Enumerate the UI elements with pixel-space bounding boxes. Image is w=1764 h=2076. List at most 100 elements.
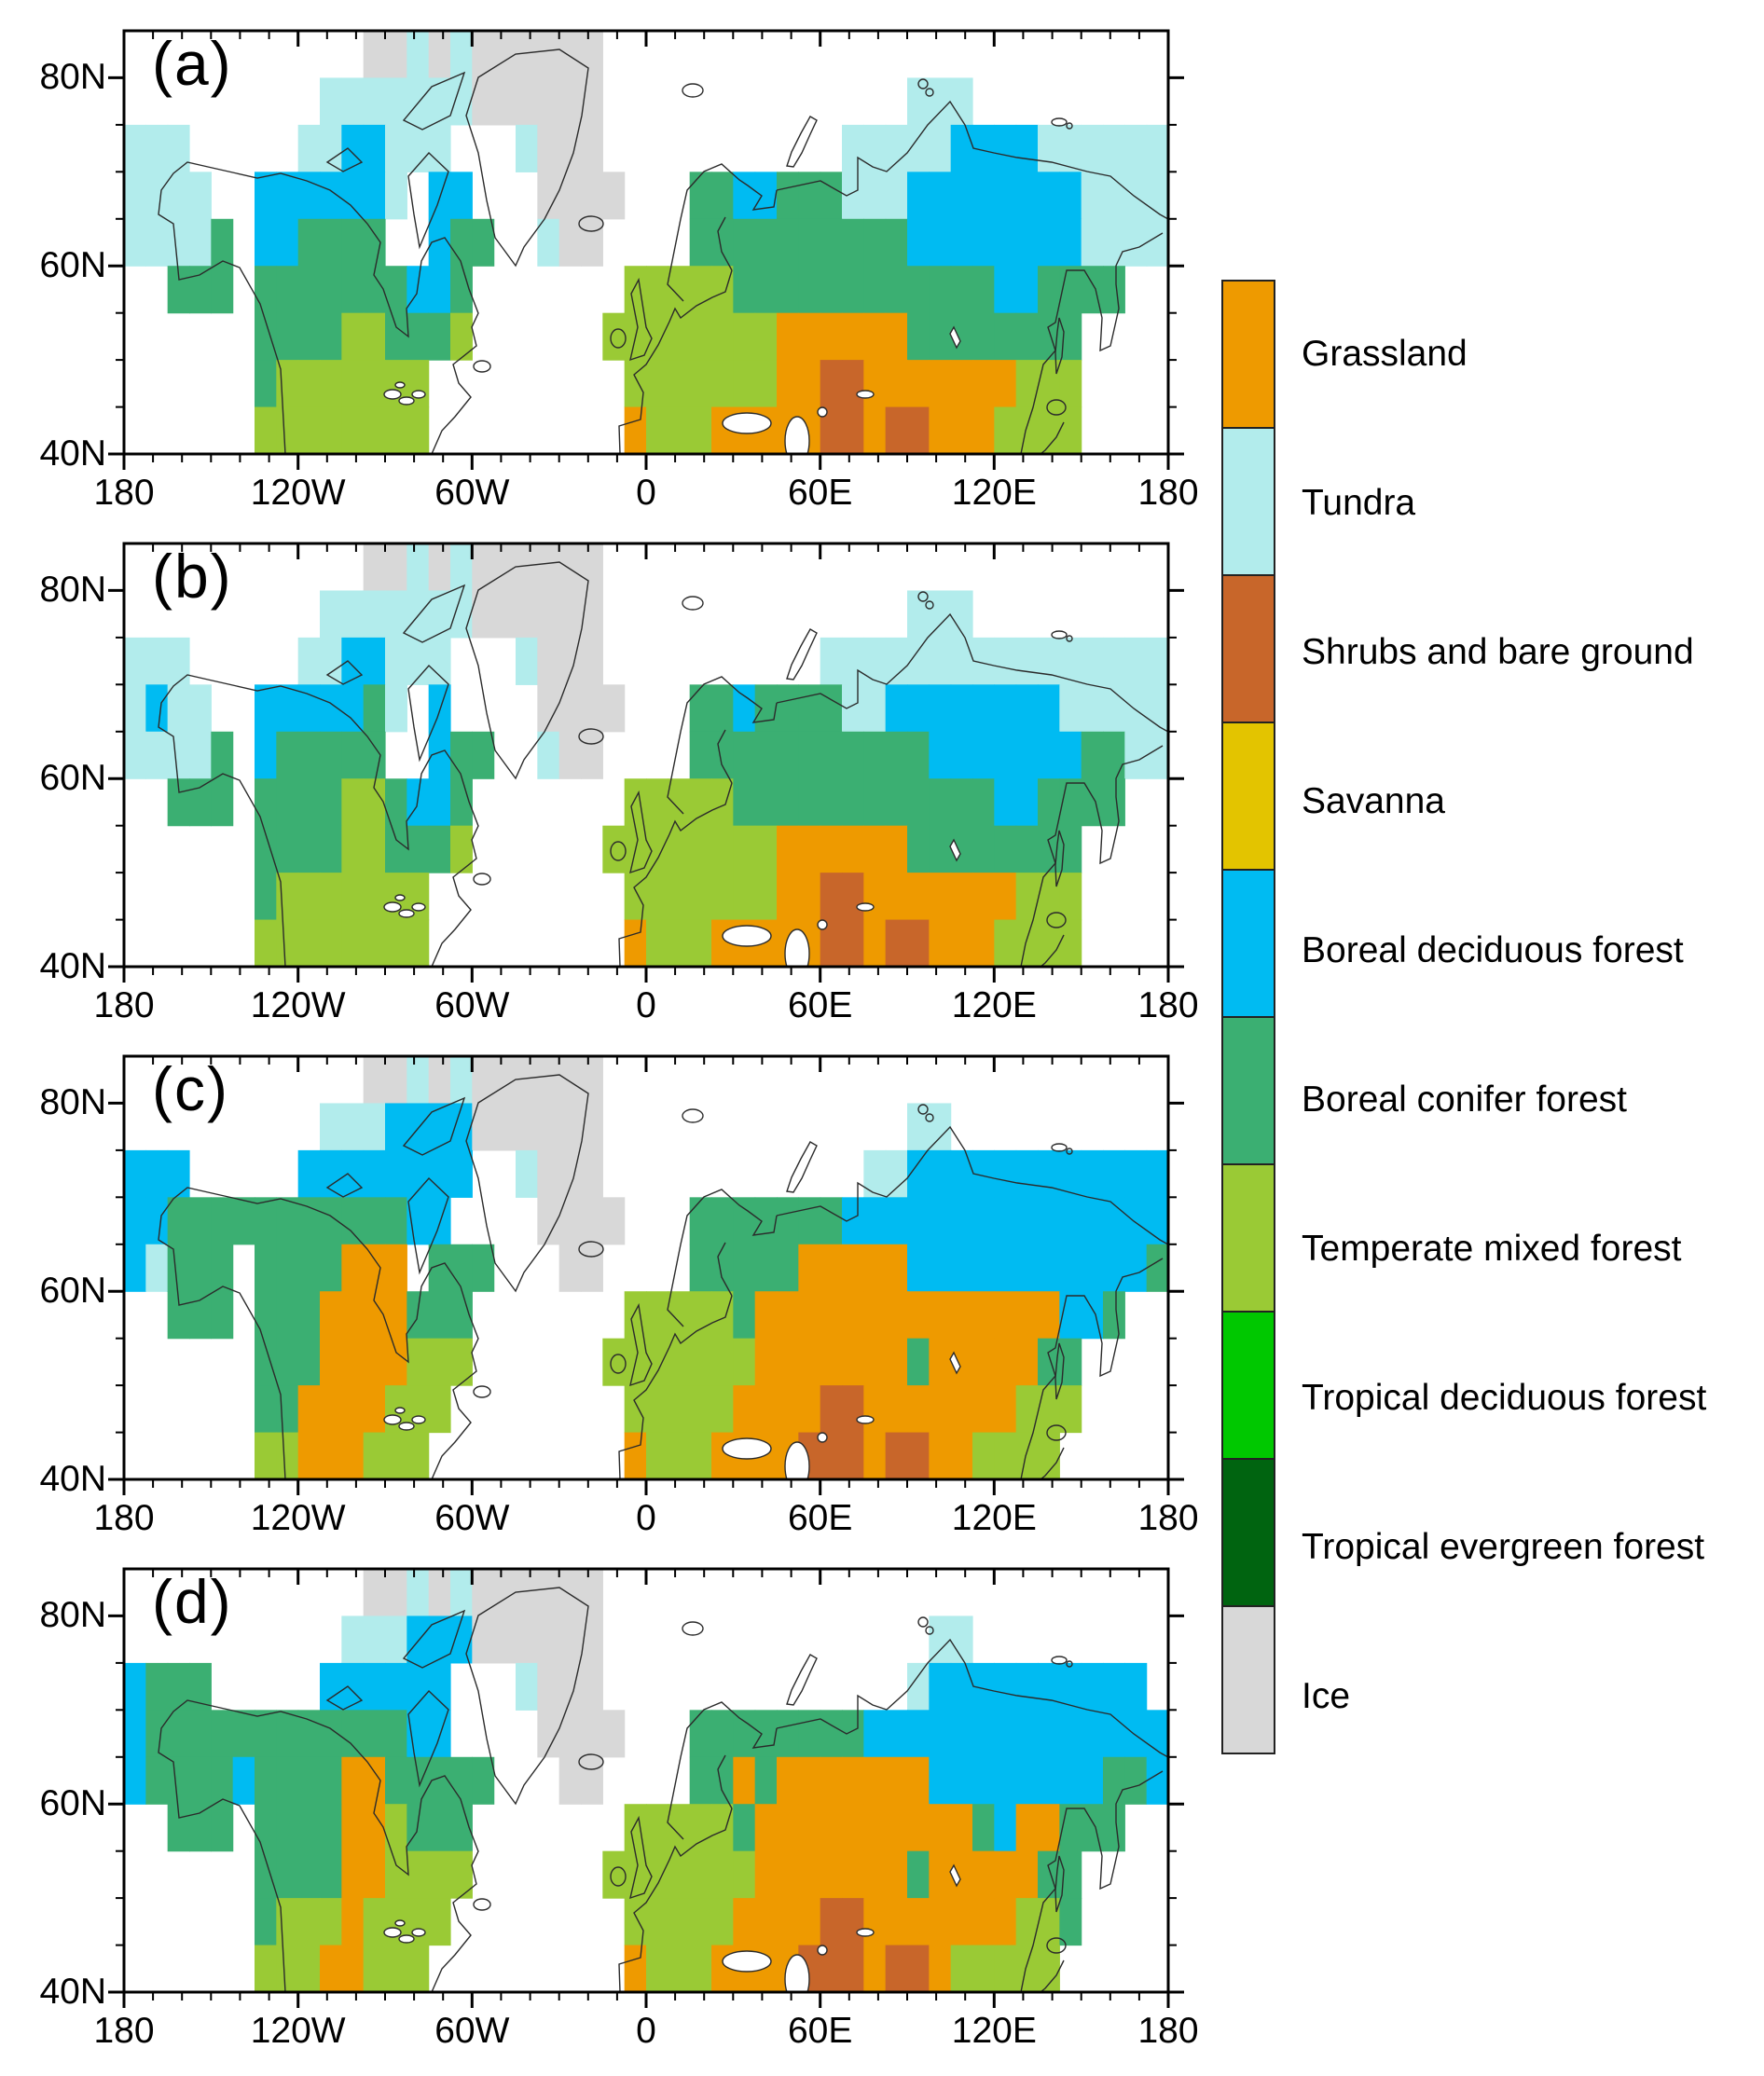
veg-cell [537, 684, 560, 733]
veg-cell [863, 873, 887, 921]
veg-cell [777, 1291, 799, 1340]
veg-cell [885, 731, 908, 779]
veg-cell [929, 312, 952, 361]
lake-outline [949, 1863, 961, 1888]
island-outline [610, 328, 627, 349]
veg-cell [537, 1615, 560, 1664]
veg-cell [341, 637, 365, 685]
veg-cell [255, 1244, 277, 1292]
coastline [1040, 934, 1065, 967]
veg-cell [777, 1756, 799, 1805]
veg-cell [994, 1756, 1017, 1805]
veg-cell [167, 1662, 190, 1711]
veg-cell [842, 1385, 864, 1434]
veg-cell [363, 218, 386, 267]
veg-cell [320, 919, 342, 967]
veg-cell [341, 1615, 365, 1664]
veg-cell [972, 873, 995, 921]
veg-cell [1038, 1898, 1060, 1946]
y-tick-label: 40N [39, 946, 106, 986]
veg-cell [994, 731, 1017, 779]
veg-cell [537, 1197, 560, 1245]
veg-cell [558, 218, 582, 267]
veg-cell [1059, 873, 1082, 921]
veg-cell [428, 77, 451, 126]
map-content [124, 1056, 1168, 1479]
coastline [1054, 1342, 1065, 1400]
veg-cell [972, 1197, 995, 1245]
veg-cell [711, 1850, 734, 1899]
veg-cell [255, 1432, 277, 1479]
veg-cell [1038, 124, 1060, 172]
veg-cell [341, 1291, 365, 1340]
veg-cell [602, 1338, 626, 1386]
veg-cell [276, 406, 299, 454]
veg-cell [1015, 1338, 1039, 1386]
veg-cell [842, 1945, 864, 1992]
veg-cell [428, 312, 451, 361]
veg-cell [558, 731, 582, 779]
veg-cell [297, 1432, 321, 1479]
veg-cell [1059, 1244, 1082, 1292]
veg-cell [777, 218, 799, 267]
veg-cell [754, 1338, 778, 1386]
veg-cell [754, 778, 778, 827]
veg-cell [255, 684, 277, 733]
veg-cell [885, 360, 908, 408]
veg-cell [950, 1756, 973, 1805]
veg-cell [689, 406, 712, 454]
veg-cell [863, 1197, 887, 1245]
veg-cell [798, 1850, 821, 1899]
veg-cell [689, 1945, 712, 1992]
veg-cell [1015, 1244, 1039, 1292]
veg-cell [145, 1149, 169, 1198]
veg-cell [1146, 1244, 1168, 1292]
island-outline [1046, 399, 1067, 416]
veg-cell [1103, 1756, 1125, 1805]
veg-cell [624, 406, 647, 454]
veg-cell [341, 1804, 365, 1852]
legend-swatch-T [1223, 429, 1274, 576]
veg-cell [668, 266, 691, 314]
veg-cell [341, 266, 365, 314]
veg-cell [167, 637, 190, 685]
veg-cell [929, 1197, 952, 1245]
veg-cell [885, 1149, 908, 1198]
x-tick-label: 60W [434, 1498, 510, 1538]
veg-cell [689, 1850, 712, 1899]
veg-cell [972, 731, 995, 779]
coastline [776, 1125, 1168, 1245]
veg-cell [558, 1756, 582, 1805]
veg-cell [733, 684, 756, 733]
x-tick-label: 0 [636, 985, 656, 1025]
veg-cell [297, 1291, 321, 1340]
veg-cell [907, 1898, 930, 1946]
veg-cell [1146, 684, 1168, 733]
veg-cell [428, 172, 451, 220]
veg-cell [363, 312, 386, 361]
veg-cell [255, 873, 277, 921]
veg-cell [1146, 218, 1168, 267]
veg-cell [602, 684, 626, 733]
legend-label: Shrubs and bare ground [1302, 632, 1694, 672]
veg-cell [777, 873, 799, 921]
veg-cell [1015, 825, 1039, 873]
veg-cell [950, 1197, 973, 1245]
veg-cell [842, 1804, 864, 1852]
veg-cell [145, 1756, 169, 1805]
island-outline [578, 1241, 604, 1258]
veg-cell [863, 218, 887, 267]
veg-cell [798, 1338, 821, 1386]
coastline [1020, 232, 1164, 454]
veg-cell [1015, 1291, 1039, 1340]
lake-outline [411, 390, 426, 399]
veg-cell [1015, 1432, 1039, 1479]
veg-cell [689, 218, 712, 267]
veg-cell [581, 1756, 603, 1805]
veg-cell [297, 1945, 321, 1992]
veg-cell [516, 1569, 538, 1617]
veg-cell [777, 266, 799, 314]
island-outline [610, 1866, 627, 1887]
veg-cell [472, 218, 495, 267]
lake-outline [784, 928, 810, 967]
